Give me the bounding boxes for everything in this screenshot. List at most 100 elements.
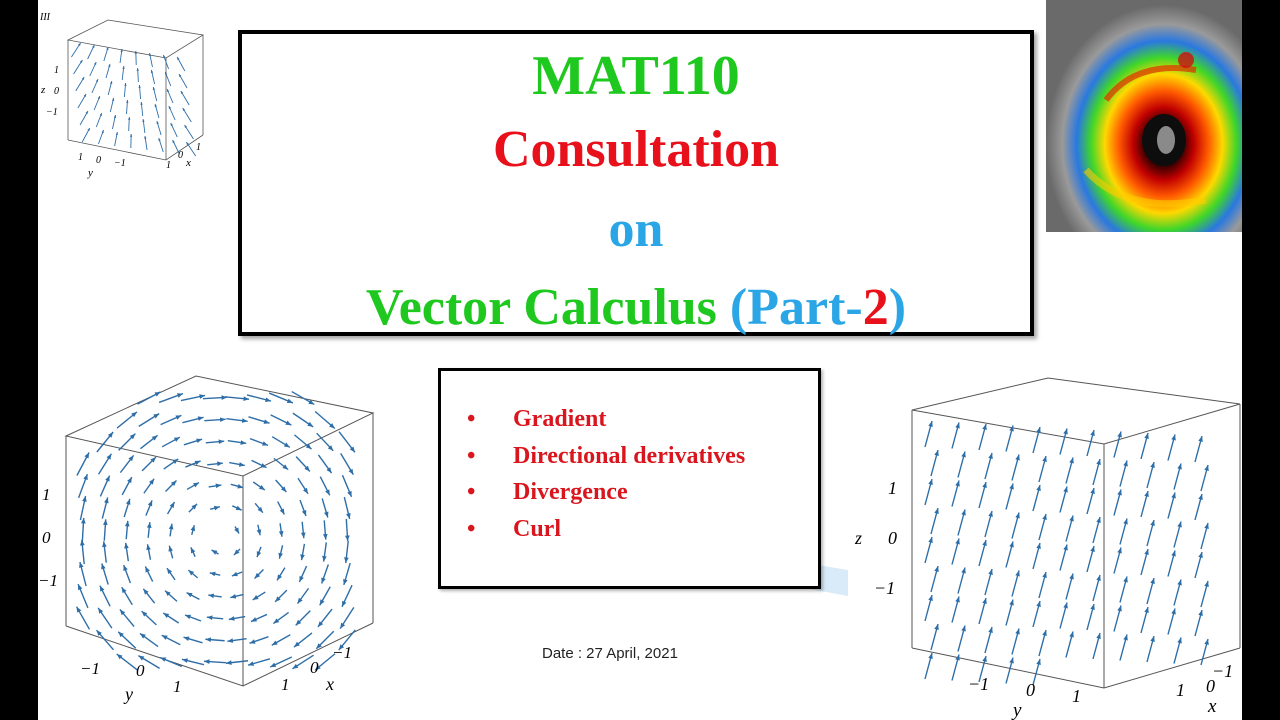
- field-arrow-head: [154, 391, 161, 397]
- field-arrow-head: [341, 600, 347, 607]
- field-arrow-head: [1144, 549, 1149, 555]
- field-arrow-head: [131, 411, 137, 418]
- x-tick-label: −1: [332, 643, 352, 662]
- field-arrow-head: [297, 597, 303, 604]
- field-arrow-head: [238, 462, 245, 467]
- field-arrow-head: [241, 418, 248, 423]
- field-arrow-head: [1009, 483, 1014, 490]
- field-arrow-head: [1144, 491, 1149, 497]
- field-arrow-head: [278, 552, 283, 559]
- field-arrow-head: [138, 85, 141, 88]
- paren-open: (: [729, 279, 748, 336]
- field-arrow-head: [119, 609, 126, 616]
- field-arrow-head: [1204, 523, 1209, 529]
- field-arrow-head: [1150, 520, 1155, 526]
- field-arrow-head: [142, 119, 145, 122]
- field-arrow-head: [128, 117, 131, 120]
- field-arrow-head: [227, 638, 234, 643]
- z-tick-label: 1: [54, 65, 59, 76]
- field-arrow-head: [115, 132, 118, 135]
- axis-label-z: z: [854, 528, 862, 548]
- field-arrow-head: [219, 417, 226, 422]
- field-arrow-head: [186, 142, 189, 145]
- field-arrow-head: [144, 136, 147, 139]
- field-arrow-head: [961, 625, 966, 632]
- field-arrow-head: [83, 94, 87, 97]
- field-arrow-head: [1150, 636, 1155, 642]
- field-arrow-head: [1009, 541, 1014, 548]
- y-tick-label: 1: [173, 677, 182, 696]
- field-arrow-head: [982, 424, 987, 430]
- field-arrow-head: [190, 525, 196, 532]
- field-arrow-head: [343, 578, 348, 585]
- field-arrow-head: [110, 81, 113, 84]
- vector-field-arrows: [71, 42, 197, 157]
- field-arrow-head: [140, 102, 143, 105]
- field-arrow-head: [1042, 572, 1047, 578]
- topics-box: • Gradient • Directional derivatives • Dive…: [438, 368, 821, 589]
- field-arrow-head: [139, 633, 146, 639]
- field-arrow-head: [173, 437, 180, 442]
- field-arrow-head: [230, 594, 237, 599]
- title-consultation: Consultation: [492, 121, 780, 178]
- field-arrow-head: [180, 91, 184, 94]
- field-arrow-head: [314, 664, 321, 671]
- field-arrow-head: [348, 468, 354, 475]
- subject-text: Vector Calculus: [365, 279, 730, 336]
- field-arrow-head: [196, 438, 203, 444]
- field-arrow-head: [81, 517, 86, 524]
- field-arrow-head: [982, 540, 987, 546]
- field-arrow-head: [148, 53, 152, 56]
- field-arrow-shaft: [71, 42, 81, 58]
- field-arrow-head: [1036, 485, 1041, 491]
- y-tick-label: −1: [968, 674, 989, 694]
- field-arrow-head: [1015, 570, 1020, 577]
- field-arrow-head: [1198, 436, 1203, 442]
- hurricane-satellite-image: [1046, 0, 1242, 232]
- part-number: 2: [862, 279, 889, 336]
- field-arrow-head: [79, 561, 84, 568]
- field-arrow-head: [1015, 512, 1020, 519]
- field-arrow-head: [345, 535, 350, 542]
- field-arrow-head: [1063, 544, 1068, 551]
- field-arrow-head: [108, 64, 111, 67]
- field-arrow-head: [928, 595, 933, 601]
- field-arrow-shaft: [184, 124, 194, 140]
- field-arrow-head: [982, 482, 987, 488]
- topic-item: • Curl: [467, 515, 745, 552]
- z-tick-label: 0: [54, 86, 59, 97]
- field-arrow-head: [103, 519, 108, 526]
- field-arrow-head: [118, 631, 124, 638]
- field-arrow-head: [101, 563, 106, 570]
- field-arrow-head: [338, 644, 345, 651]
- field-arrow-head: [78, 43, 81, 46]
- field-arrow-head: [221, 395, 228, 400]
- field-arrow-head: [176, 393, 183, 398]
- field-arrow-head: [308, 399, 315, 405]
- axis-label-z: z: [40, 84, 46, 96]
- cube-frame: [911, 377, 1241, 689]
- field-arrow-head: [1177, 579, 1182, 586]
- field-arrow-head: [1042, 514, 1047, 520]
- field-arrow-head: [164, 590, 171, 597]
- field-arrow-head: [322, 533, 328, 540]
- field-arrow-head: [163, 612, 170, 618]
- field-arrow-head: [1171, 434, 1176, 441]
- field-arrow-head: [955, 596, 960, 603]
- field-arrow-head: [1096, 517, 1101, 523]
- axis-label-x: x: [1207, 696, 1217, 717]
- title-on: on: [608, 201, 664, 258]
- field-arrow-head: [76, 606, 82, 613]
- field-arrow-head: [278, 530, 284, 537]
- date-text: Date : 27 April, 2021: [542, 645, 678, 662]
- field-arrow-head: [147, 500, 153, 507]
- field-arrow-head: [99, 585, 105, 592]
- field-arrow-head: [120, 49, 123, 52]
- field-arrow-head: [1144, 433, 1149, 439]
- field-arrow-head: [1177, 463, 1182, 470]
- field-arrow-head: [124, 83, 127, 86]
- field-arrow-head: [154, 104, 157, 107]
- field-arrow-head: [85, 111, 88, 114]
- field-arrow-head: [96, 630, 102, 636]
- cube-frame: [66, 19, 205, 161]
